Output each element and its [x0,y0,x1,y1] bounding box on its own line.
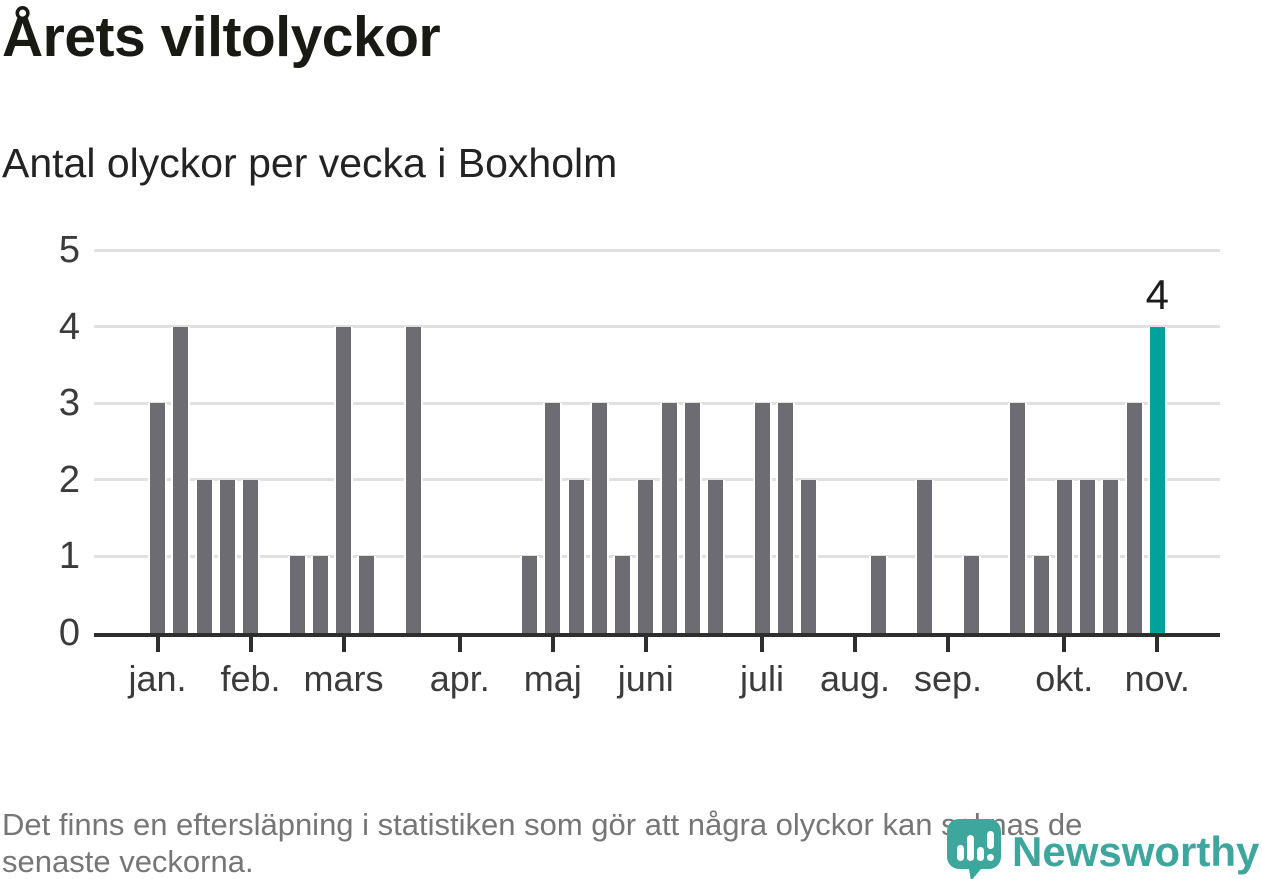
x-axis-month-label-sep: sep. [913,658,983,699]
x-axis-month-label-juni: juni [617,658,674,699]
gridline-y1 [94,554,1220,558]
bar-week-4 [217,479,237,633]
footer-note-line2: senaste veckorna. [2,844,254,879]
newsworthy-speech-bubble-bar-chart-icon [947,819,1001,879]
gridline-y2 [94,478,1220,482]
x-axis-month-label-maj: maj [523,658,582,699]
bar-week-23 [659,403,679,633]
bar-week-28 [775,403,795,633]
bar-week-44-highlighted [1147,326,1167,633]
bar-week-24 [682,403,702,633]
gridline-y3 [94,401,1220,405]
x-axis-tick-mars [341,637,346,652]
bar-week-43 [1124,403,1144,633]
y-axis-label-3: 3 [58,382,80,425]
bar-week-32 [868,556,888,633]
y-axis-label-4: 4 [58,305,80,348]
x-axis-tick-maj [550,637,555,652]
x-axis-month-label-jan: jan. [128,658,187,699]
newsworthy-logo: Newsworthy [947,819,1259,879]
bar-week-12 [403,326,423,633]
x-axis-month-label-mars: mars [303,658,384,699]
bar-week-8 [310,556,330,633]
bar-week-25 [706,479,725,633]
x-axis-month-label-okt: okt. [1035,658,1094,699]
gridline-y5 [94,248,1220,252]
x-axis-month-label-apr: apr. [429,658,490,699]
bar-week-38 [1008,403,1028,633]
y-axis-label-2: 2 [58,458,80,501]
x-axis-tick-aug [853,637,857,652]
x-axis-tick-nov [1155,637,1160,652]
bar-week-20 [589,403,609,633]
y-axis-label-5: 5 [58,229,80,271]
x-axis-month-label-juli: juli [739,658,784,699]
footer-note: Det finns en eftersläpning i statistiken… [2,806,1082,879]
x-axis-tick-jan [155,637,160,652]
bar-week-36 [961,556,981,633]
bar-week-39 [1031,556,1051,633]
bar-week-18 [543,403,563,633]
footer-note-line1: Det finns en eftersläpning i statistiken… [2,807,1083,842]
x-axis-tick-juni [643,637,648,652]
bar-week-2 [171,326,191,633]
x-axis-month-label-aug: aug. [819,658,891,699]
x-axis-month-label-feb: feb. [220,658,281,699]
bar-week-19 [566,479,586,633]
newsworthy-wordmark: Newsworthy [1012,828,1260,875]
chart-subtitle: Antal olyckor per vecka i Boxholm [2,140,618,186]
x-axis-tick-juli [760,637,764,652]
x-axis-month-label-nov: nov. [1124,658,1190,699]
x-axis-line [94,633,1220,637]
y-axis-label-1: 1 [58,535,80,578]
bar-week-27 [752,403,772,633]
x-axis-tick-feb [248,637,253,652]
bar-week-40 [1054,479,1074,633]
bar-week-9 [334,326,353,633]
highlight-value-label: 4 [1145,270,1169,318]
y-axis-label-0: 0 [58,612,80,654]
bar-week-29 [799,479,818,633]
bar-week-34 [915,479,935,633]
bar-week-5 [241,479,260,633]
bar-week-10 [357,556,377,633]
bar-week-22 [636,479,656,633]
x-axis-tick-apr [457,637,462,652]
bar-week-21 [613,556,632,633]
bar-week-7 [287,556,307,633]
x-axis-tick-sep [946,637,950,652]
bar-week-1 [148,403,167,633]
bar-week-41 [1078,479,1097,633]
bar-week-3 [194,479,214,633]
bar-week-17 [520,556,539,633]
gridline-y4 [94,325,1220,329]
bar-week-42 [1101,479,1121,633]
x-axis-tick-okt [1062,637,1067,652]
bar-chart-plot-area: 4 0 1 2 3 4 5 jan. feb. mars apr. maj juni juli aug. s… [59,229,1220,699]
chart-title: Årets viltolyckor [2,5,441,69]
